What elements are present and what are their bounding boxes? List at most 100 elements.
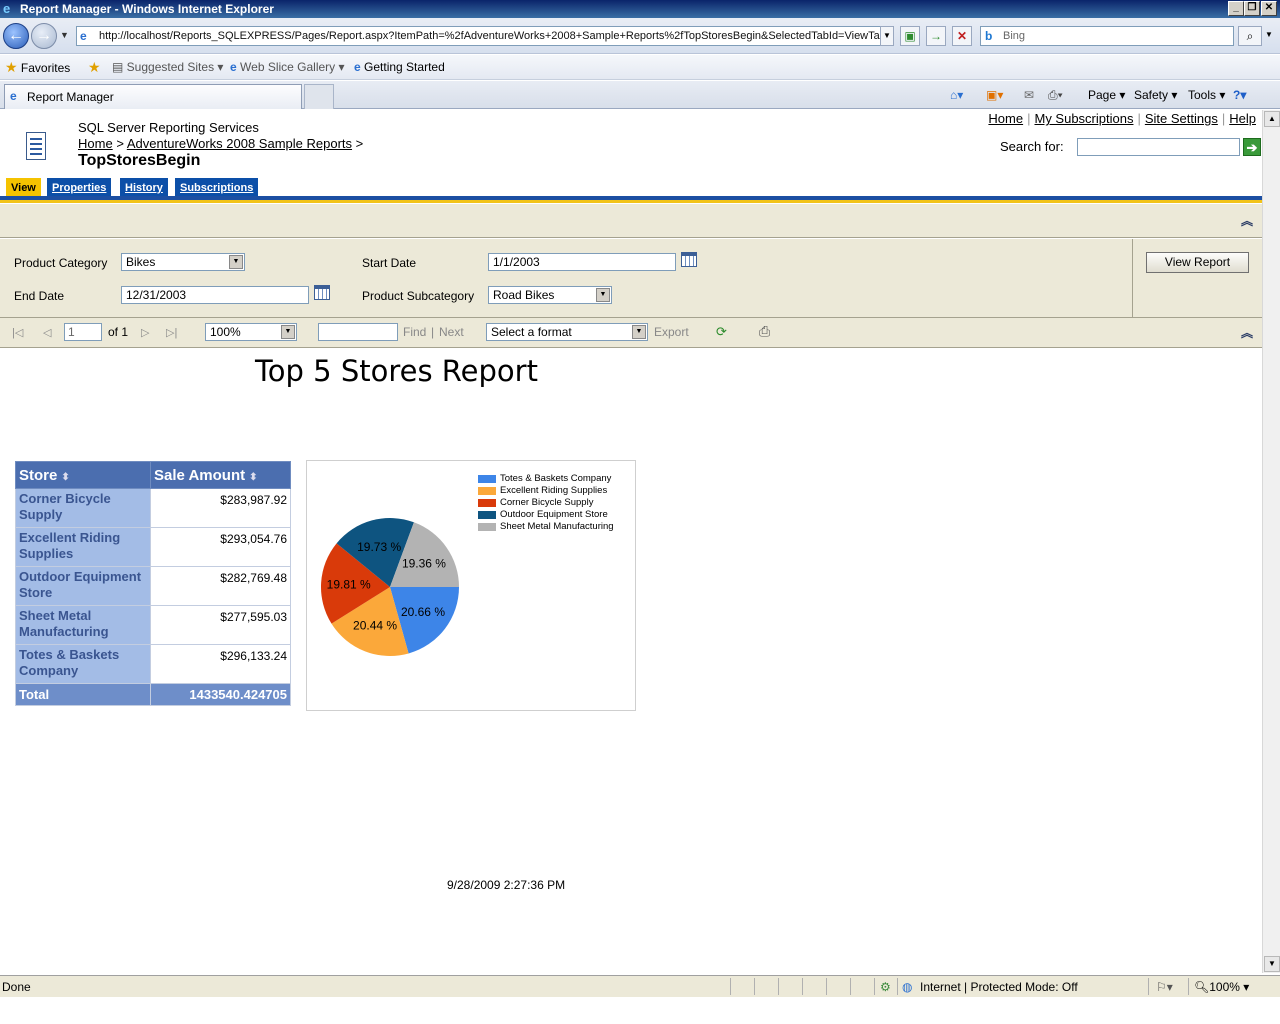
end-date-label: End Date	[14, 289, 65, 303]
tab-row: e Report Manager ⌂▾ ▣▾ ✉ ⎙▾ Page ▾ Safet…	[0, 81, 1280, 109]
safety-menu[interactable]: Safety ▾	[1134, 88, 1178, 102]
next-link[interactable]: Next	[439, 325, 464, 339]
favorites-button[interactable]: ★ Favorites	[5, 55, 70, 80]
refresh-go-icon[interactable]: →	[926, 26, 946, 46]
total-label: Total	[15, 683, 151, 706]
report-manager-header: SQL Server Reporting Services Home > Adv…	[0, 110, 1262, 198]
search-placeholder: Bing	[1003, 30, 1026, 42]
col-store-header[interactable]: Store ⬍	[15, 461, 151, 489]
total-value: 1433540.424705	[150, 683, 291, 706]
fav-getting-started[interactable]: e Getting Started	[354, 60, 445, 74]
export-format-select[interactable]: Select a format ▼	[486, 323, 648, 341]
refresh-report-icon[interactable]: ⟳	[716, 324, 727, 339]
next-page-icon[interactable]: ▷	[141, 327, 150, 339]
start-date-calendar-icon[interactable]	[681, 252, 697, 267]
new-tab-button[interactable]	[304, 84, 334, 109]
last-page-icon[interactable]: ▷|	[166, 327, 178, 339]
close-window-button[interactable]: ✕	[1261, 1, 1277, 16]
search-label: Search for:	[1000, 139, 1064, 154]
start-date-label: Start Date	[362, 256, 417, 270]
address-dropdown-icon[interactable]: ▼	[880, 26, 894, 46]
pie-slice-4[interactable]	[336, 518, 414, 587]
amount-cell: $282,769.48	[150, 566, 291, 606]
search-options-icon[interactable]: ▼	[1265, 30, 1273, 39]
print-icon[interactable]: ⎙▾	[1048, 88, 1063, 102]
find-link[interactable]: Find	[403, 325, 427, 339]
site-settings-link[interactable]: Site Settings	[1144, 111, 1218, 126]
help-link[interactable]: Help	[1229, 111, 1256, 126]
export-link[interactable]: Export	[654, 325, 689, 339]
pie-slice-2[interactable]	[331, 587, 409, 656]
start-date-input[interactable]: 1/1/2003	[488, 253, 676, 271]
search-go-icon[interactable]: ➔	[1243, 138, 1261, 156]
legend-item: Totes & Baskets Company	[478, 473, 614, 485]
collapse-params-icon[interactable]: ︽	[1241, 214, 1254, 228]
find-text-input[interactable]	[318, 323, 398, 341]
subcategory-select[interactable]: Road Bikes ▼	[488, 286, 612, 304]
pie-chart-svg: 20.66 % 20.44 % 19.81 % 19.73 %19.36 %	[321, 518, 459, 656]
read-mail-icon[interactable]: ✉	[1024, 88, 1035, 102]
crumb-folder-link[interactable]: AdventureWorks 2008 Sample Reports	[126, 136, 353, 151]
back-button[interactable]: ←	[3, 23, 29, 49]
product-category-select[interactable]: Bikes ▼	[121, 253, 245, 271]
tab-report-manager[interactable]: e Report Manager	[4, 84, 302, 109]
zoom-level[interactable]: 🔍︎100% ▾	[1194, 980, 1250, 994]
crumb-home-link[interactable]: Home	[78, 136, 113, 151]
pie-slice-1[interactable]	[390, 587, 459, 654]
vertical-scrollbar[interactable]: ▲ ▼	[1262, 110, 1280, 973]
tab-subscriptions[interactable]: Subscriptions	[175, 178, 259, 198]
previous-page-icon[interactable]: ◁	[43, 327, 52, 339]
collapse-toolbar-icon[interactable]: ︽	[1241, 326, 1254, 340]
history-dropdown-icon[interactable]: ▼	[60, 30, 69, 40]
page-number-input[interactable]: 1	[64, 323, 102, 341]
zoom-select[interactable]: 100% ▼	[205, 323, 297, 341]
page-menu[interactable]: Page ▾	[1088, 88, 1126, 102]
restore-button[interactable]: ❐	[1244, 1, 1260, 16]
search-input[interactable]: b Bing	[980, 26, 1234, 46]
pie-slice-label-4: 19.73 %	[357, 540, 401, 554]
page-count-label: of 1	[108, 325, 129, 339]
pie-slice-5[interactable]	[390, 522, 459, 587]
minimize-button[interactable]: _	[1228, 1, 1244, 16]
stop-icon[interactable]: ✕	[952, 26, 972, 46]
fav-suggested-sites[interactable]: ▤ Suggested Sites ▾	[112, 60, 224, 74]
ie-logo-icon: e	[3, 1, 11, 16]
status-divider	[802, 978, 803, 995]
add-favorites-icon[interactable]: ★	[88, 59, 101, 75]
sort-icon[interactable]: ⬍	[249, 471, 258, 483]
pie-slice-3[interactable]	[321, 543, 390, 624]
print-report-icon[interactable]: ⎙	[759, 323, 771, 339]
end-date-calendar-icon[interactable]	[314, 285, 330, 300]
pie-chart: 20.66 % 20.44 % 19.81 % 19.73 % 19.36 % Tote…	[306, 460, 636, 711]
help-icon[interactable]: ?▾	[1233, 88, 1247, 102]
tools-menu[interactable]: Tools ▾	[1188, 88, 1226, 102]
status-divider	[897, 978, 898, 995]
compatibility-view-icon[interactable]: ▣	[900, 26, 920, 46]
home-icon[interactable]: ⌂▾	[950, 88, 964, 102]
tab-view[interactable]: View	[6, 178, 41, 198]
search-icon[interactable]: ⌕	[1238, 26, 1262, 46]
product-category-label: Product Category	[14, 256, 108, 270]
tab-history[interactable]: History	[120, 178, 168, 198]
store-cell: Sheet Metal Manufacturing	[15, 605, 151, 645]
rm-search-input[interactable]	[1077, 138, 1240, 156]
my-subscriptions-link[interactable]: My Subscriptions	[1034, 111, 1134, 126]
address-url: http://localhost/Reports_SQLEXPRESS/Page…	[99, 30, 886, 42]
end-date-input[interactable]: 12/31/2003	[121, 286, 309, 304]
status-divider	[730, 978, 731, 995]
col-amount-header[interactable]: Sale Amount ⬍	[150, 461, 291, 489]
popup-blocker-icon[interactable]: ⚐▾	[1156, 980, 1173, 994]
sort-icon[interactable]: ⬍	[61, 471, 70, 483]
legend-label: Excellent Riding Supplies	[500, 485, 608, 496]
feeds-icon[interactable]: ▣▾	[986, 88, 1004, 102]
tab-properties[interactable]: Properties	[47, 178, 112, 198]
address-bar[interactable]: e http://localhost/Reports_SQLEXPRESS/Pa…	[76, 26, 894, 46]
view-report-button[interactable]: View Report	[1146, 252, 1249, 273]
first-page-icon[interactable]: |◁	[12, 327, 24, 339]
security-zone[interactable]: Internet | Protected Mode: Off	[920, 980, 1078, 994]
home-link[interactable]: Home	[988, 111, 1024, 126]
scroll-down-icon[interactable]: ▼	[1264, 956, 1280, 972]
scroll-up-icon[interactable]: ▲	[1264, 111, 1280, 127]
forward-button[interactable]: →	[31, 23, 57, 49]
fav-web-slice-gallery[interactable]: e Web Slice Gallery ▾	[230, 60, 345, 74]
